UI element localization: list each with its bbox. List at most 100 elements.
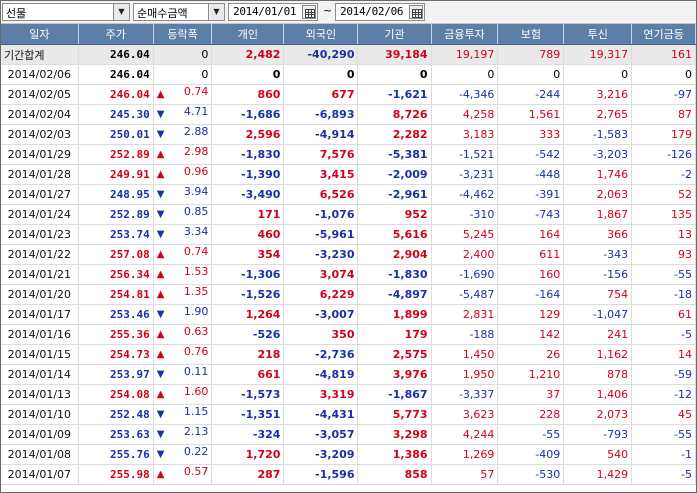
cell-insurance: -743 xyxy=(497,204,565,225)
cell-pension: 179 xyxy=(631,124,696,145)
cell-foreign: 3,415 xyxy=(283,164,359,185)
column-header-individual[interactable]: 개인 xyxy=(211,24,285,45)
chevron-down-icon[interactable]: ▼ xyxy=(113,4,129,20)
calendar-icon[interactable] xyxy=(302,5,316,19)
table-row[interactable]: 2014/01/20 254.81 ▲ 1.35 -1,526 6,229 -4,897 -5… xyxy=(1,284,696,305)
table-row[interactable]: 2014/01/09 253.63 ▼ 2.13 -324 -3,057 3,298 4,24… xyxy=(1,424,696,445)
cell-change: ▲ 0.74 xyxy=(153,244,213,265)
metric-select[interactable]: 순매수금액 ▼ xyxy=(133,3,225,21)
market-select[interactable]: 선물 ▼ xyxy=(2,3,130,21)
date-to-field[interactable]: 2014/02/06 xyxy=(335,3,425,21)
cell-date: 2014/01/13 xyxy=(1,384,79,405)
table-row[interactable]: 2014/01/10 252.48 ▼ 1.15 -1,351 -4,431 5,773 3,… xyxy=(1,404,696,425)
cell-price: 249.91 xyxy=(78,164,154,185)
cell-financial-investment: -188 xyxy=(431,324,499,345)
column-header-foreign[interactable]: 외국인 xyxy=(283,24,359,45)
change-value: 0 xyxy=(201,48,209,61)
cell-investment-trust: 1,867 xyxy=(563,204,633,225)
up-triangle-icon: ▲ xyxy=(156,349,165,360)
cell-financial-investment: 1,450 xyxy=(431,344,499,365)
table-row[interactable]: 2014/01/08 255.76 ▼ 0.22 1,720 -3,209 1,386 1,2… xyxy=(1,444,696,465)
up-triangle-icon: ▲ xyxy=(156,269,165,280)
cell-price: 254.73 xyxy=(78,344,154,365)
table-row[interactable]: 2014/01/14 253.97 ▼ 0.11 661 -4,819 3,976 1,950… xyxy=(1,364,696,385)
cell-foreign: 677 xyxy=(283,84,359,105)
cell-foreign: -6,893 xyxy=(283,104,359,125)
cell-change: ▲ 1.35 xyxy=(153,284,213,305)
cell-insurance: 789 xyxy=(497,44,565,65)
change-value: 4.71 xyxy=(183,105,209,118)
change-value: 2.13 xyxy=(183,425,209,438)
cell-individual: -1,351 xyxy=(211,404,285,425)
cell-individual: 661 xyxy=(211,364,285,385)
total-row[interactable]: 기간합계 246.04 0 2,482 -40,290 39,184 19,197 789 19… xyxy=(1,44,696,65)
table-row[interactable]: 2014/02/03 250.01 ▼ 2.88 2,596 -4,914 2,282 3,1… xyxy=(1,124,696,145)
down-triangle-icon: ▼ xyxy=(156,129,165,140)
cell-individual: 460 xyxy=(211,224,285,245)
table-header: 일자 주가 등락폭 개인 외국인 기관 금융투자 보험 투신 연기금등 xyxy=(1,24,696,45)
table-row[interactable]: 2014/01/22 257.08 ▲ 0.74 354 -3,230 2,904 2,400… xyxy=(1,244,696,265)
cell-insurance: -55 xyxy=(497,424,565,445)
cell-change: ▼ 1.90 xyxy=(153,304,213,325)
cell-financial-investment: -3,231 xyxy=(431,164,499,185)
cell-insurance: 333 xyxy=(497,124,565,145)
cell-insurance: 37 xyxy=(497,384,565,405)
cell-investment-trust: 1,746 xyxy=(563,164,633,185)
cell-individual: 171 xyxy=(211,204,285,225)
table-row[interactable]: 2014/01/23 253.74 ▼ 3.34 460 -5,961 5,616 5,245… xyxy=(1,224,696,245)
table-row[interactable]: 2014/01/28 249.91 ▲ 0.96 -1,390 3,415 -2,009 -3… xyxy=(1,164,696,185)
cell-date: 2014/01/16 xyxy=(1,324,79,345)
column-header-institution[interactable]: 기관 xyxy=(357,24,432,45)
column-header-financial-investment[interactable]: 금융투자 xyxy=(431,24,499,45)
column-header-insurance[interactable]: 보험 xyxy=(497,24,565,45)
cell-investment-trust: 2,073 xyxy=(563,404,633,425)
table-row[interactable]: 2014/01/17 253.46 ▼ 1.90 1,264 -3,007 1,899 2,8… xyxy=(1,304,696,325)
column-header-date[interactable]: 일자 xyxy=(1,24,79,45)
cell-date: 2014/02/03 xyxy=(1,124,79,145)
table-row[interactable]: 2014/02/06 246.04 0 0 0 0 0 0 0 0 xyxy=(1,64,696,85)
column-header-change[interactable]: 등락폭 xyxy=(153,24,213,45)
cell-price: 252.89 xyxy=(78,144,154,165)
cell-financial-investment: 3,623 xyxy=(431,404,499,425)
table-row[interactable]: 2014/02/05 246.04 ▲ 0.74 860 677 -1,621 -4,346-… xyxy=(1,84,696,105)
table-row[interactable]: 2014/01/07 255.98 ▲ 0.57 287 -1,596 858 57 -530 1… xyxy=(1,464,696,485)
cell-pension: 93 xyxy=(631,244,696,265)
table-row[interactable]: 2014/01/13 254.08 ▲ 1.60 -1,573 3,319 -1,867 -3… xyxy=(1,384,696,405)
table-row[interactable]: 2014/01/15 254.73 ▲ 0.76 218 -2,736 2,575 1,450… xyxy=(1,344,696,365)
cell-date: 2014/02/04 xyxy=(1,104,79,125)
cell-investment-trust: 19,317 xyxy=(563,44,633,65)
cell-insurance: -542 xyxy=(497,144,565,165)
change-value: 0.85 xyxy=(183,205,209,218)
up-triangle-icon: ▲ xyxy=(156,249,165,260)
table-row[interactable]: 2014/01/29 252.89 ▲ 2.98 -1,830 7,576 -5,381 -1… xyxy=(1,144,696,165)
table-row[interactable]: 2014/02/04 245.30 ▼ 4.71 -1,686 -6,893 8,726 4,… xyxy=(1,104,696,125)
table-row[interactable]: 2014/01/21 256.34 ▲ 1.53 -1,306 3,074 -1,830 -1… xyxy=(1,264,696,285)
cell-price: 253.97 xyxy=(78,364,154,385)
cell-price: 256.34 xyxy=(78,264,154,285)
cell-foreign: -4,431 xyxy=(283,404,359,425)
cell-institution: 8,726 xyxy=(357,104,432,125)
cell-date: 2014/01/15 xyxy=(1,344,79,365)
cell-change: ▼ 0.22 xyxy=(153,444,213,465)
column-header-investment-trust[interactable]: 투신 xyxy=(563,24,633,45)
cell-individual: 2,596 xyxy=(211,124,285,145)
column-header-price[interactable]: 주가 xyxy=(78,24,154,45)
column-header-pension[interactable]: 연기금등 xyxy=(631,24,696,45)
cell-foreign: -5,961 xyxy=(283,224,359,245)
table-row[interactable]: 2014/01/16 255.36 ▲ 0.63 -526 350 179 -188 142 24… xyxy=(1,324,696,345)
calendar-icon[interactable] xyxy=(409,5,423,19)
change-value: 2.98 xyxy=(183,145,209,158)
change-value: 1.60 xyxy=(183,385,209,398)
cell-financial-investment: -4,462 xyxy=(431,184,499,205)
table-row[interactable]: 2014/01/24 252.89 ▼ 0.85 171 -1,076 952 -310 -74… xyxy=(1,204,696,225)
cell-pension: 13 xyxy=(631,224,696,245)
cell-pension: -97 xyxy=(631,84,696,105)
chevron-down-icon[interactable]: ▼ xyxy=(208,4,224,20)
cell-financial-investment: 1,269 xyxy=(431,444,499,465)
cell-foreign: -3,230 xyxy=(283,244,359,265)
cell-institution: 2,282 xyxy=(357,124,432,145)
date-from-field[interactable]: 2014/01/01 xyxy=(228,3,318,21)
cell-price: 255.36 xyxy=(78,324,154,345)
table-row[interactable]: 2014/01/27 248.95 ▼ 3.94 -3,490 6,526 -2,961 -4… xyxy=(1,184,696,205)
